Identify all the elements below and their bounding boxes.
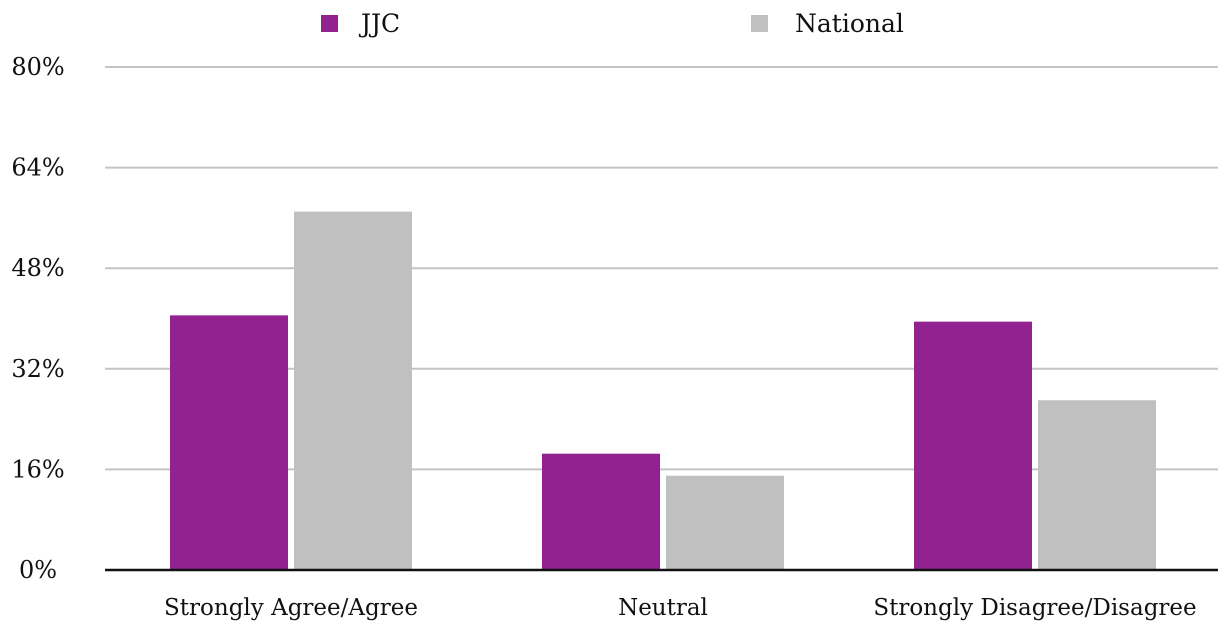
y-tick-label: 80% bbox=[11, 53, 64, 81]
bar-jjc-0 bbox=[170, 315, 288, 570]
x-category-label: Neutral bbox=[618, 595, 708, 621]
y-tick-label: 32% bbox=[11, 355, 64, 383]
y-axis-tick-labels: 0% 16% 32% 48% 64% 80% bbox=[11, 53, 64, 584]
x-category-label: Strongly Disagree/Disagree bbox=[873, 595, 1196, 621]
legend: JJC National bbox=[321, 9, 904, 38]
y-tick-label: 48% bbox=[11, 254, 64, 282]
x-category-label: Strongly Agree/Agree bbox=[164, 595, 418, 621]
bar-jjc-1 bbox=[542, 453, 660, 570]
y-tick-label: 16% bbox=[11, 455, 64, 483]
bar-national-2 bbox=[1038, 400, 1156, 570]
legend-label-national: National bbox=[795, 9, 904, 38]
legend-swatch-national bbox=[751, 15, 768, 32]
bars bbox=[170, 211, 1156, 571]
gridlines bbox=[105, 66, 1218, 471]
y-tick-label: 0% bbox=[19, 556, 57, 584]
x-axis-category-labels: Strongly Agree/Agree Neutral Strongly Disa… bbox=[164, 595, 1197, 621]
bar-jjc-2 bbox=[914, 321, 1032, 570]
legend-swatch-jjc bbox=[321, 15, 338, 32]
bar-national-1 bbox=[666, 475, 784, 570]
bar-national-0 bbox=[294, 211, 412, 571]
legend-label-jjc: JJC bbox=[358, 9, 400, 38]
y-tick-label: 64% bbox=[11, 154, 64, 182]
